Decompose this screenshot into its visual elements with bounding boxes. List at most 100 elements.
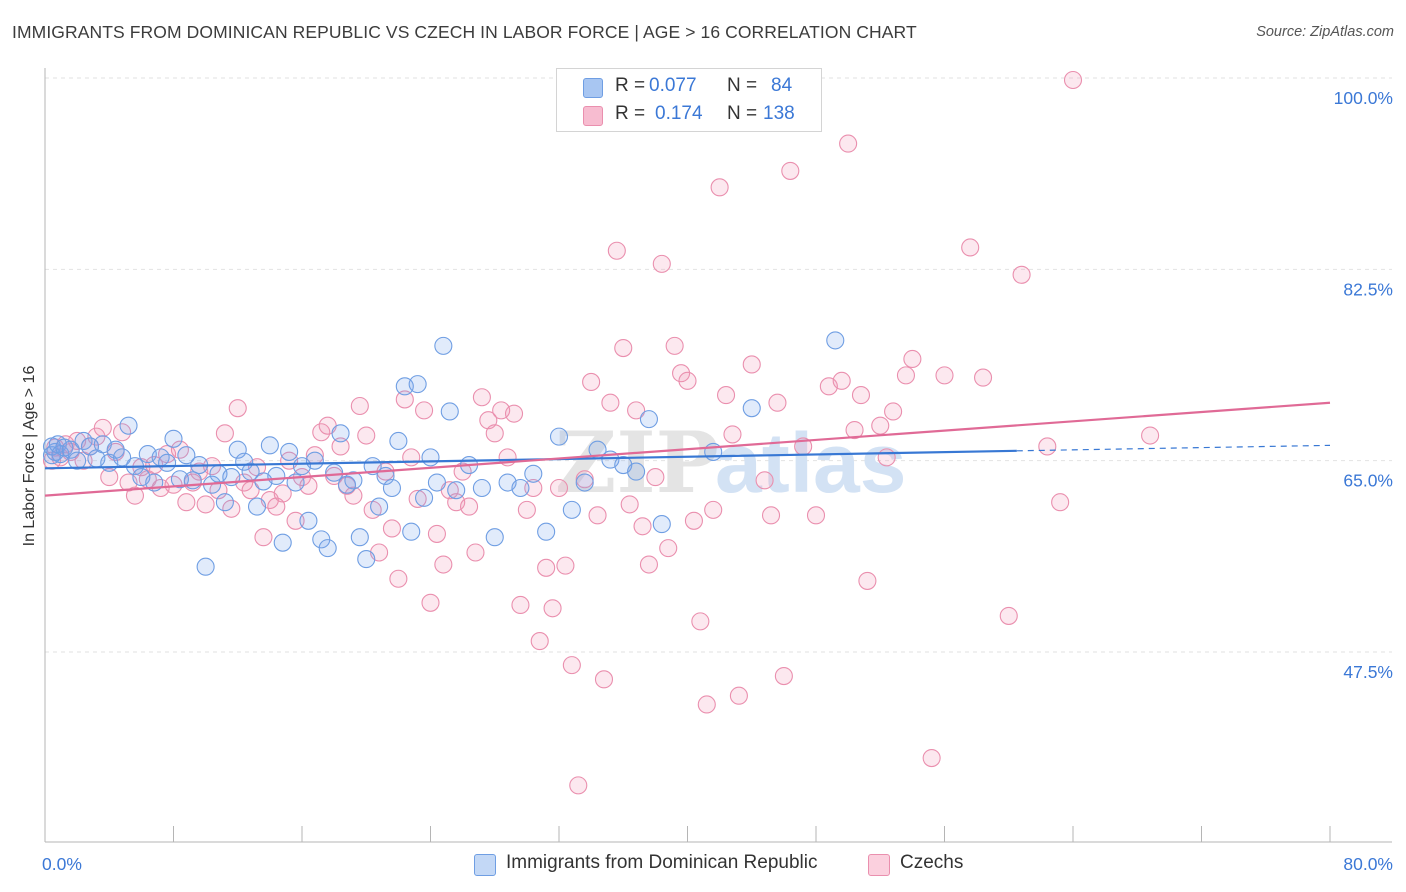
point-czechs xyxy=(839,134,858,153)
point-czechs xyxy=(434,555,453,574)
point-dominican xyxy=(427,473,446,492)
y-tick-label: 100.0% xyxy=(1334,88,1393,108)
watermark-zip: ZIP xyxy=(555,413,719,512)
point-czechs xyxy=(395,390,414,409)
point-czechs xyxy=(851,386,871,405)
point-czechs xyxy=(215,424,234,443)
point-czechs xyxy=(331,437,350,456)
point-dominican xyxy=(177,446,196,465)
point-czechs xyxy=(549,478,569,498)
point-czechs xyxy=(646,468,665,487)
point-dominican xyxy=(318,539,337,558)
point-czechs xyxy=(485,424,504,443)
point-czechs xyxy=(723,425,742,444)
legend-n-value: 84 xyxy=(771,75,793,96)
point-czechs xyxy=(633,517,652,536)
data-points xyxy=(42,70,1160,795)
point-dominican xyxy=(370,497,389,516)
point-czechs xyxy=(543,599,562,618)
point-czechs xyxy=(113,423,132,442)
legend-swatch-dominican xyxy=(583,78,603,98)
point-dominican xyxy=(389,431,408,451)
point-czechs xyxy=(896,366,916,385)
point-czechs xyxy=(582,372,601,391)
point-czechs xyxy=(286,511,305,530)
point-czechs xyxy=(742,355,761,374)
point-dominican xyxy=(260,436,279,455)
point-czechs xyxy=(1051,493,1070,512)
legend-swatch-dominican xyxy=(474,854,496,876)
point-czechs xyxy=(228,399,247,418)
point-czechs xyxy=(684,511,703,530)
point-dominican xyxy=(408,375,427,394)
legend-swatch-czechs xyxy=(583,106,603,126)
x-tick-label: 80.0% xyxy=(1343,854,1393,874)
point-czechs xyxy=(601,393,620,412)
point-czechs xyxy=(357,426,376,445)
point-czechs xyxy=(588,506,607,525)
point-czechs xyxy=(222,499,241,518)
point-czechs xyxy=(639,555,659,574)
point-dominican xyxy=(511,478,530,498)
point-czechs xyxy=(1038,437,1057,456)
point-czechs xyxy=(659,539,678,558)
point-dominican xyxy=(639,410,659,429)
point-czechs xyxy=(678,371,697,390)
point-dominican xyxy=(299,511,318,530)
point-dominican xyxy=(344,471,363,490)
point-czechs xyxy=(312,423,331,442)
point-dominican xyxy=(826,331,845,350)
point-czechs xyxy=(466,543,485,562)
legend-n-label: N = xyxy=(727,75,758,96)
point-czechs xyxy=(93,418,112,437)
point-dominican xyxy=(485,528,504,547)
legend-n-value: 138 xyxy=(763,103,795,124)
x-tick-label: 0.0% xyxy=(42,854,82,874)
point-czechs xyxy=(877,448,896,467)
point-dominican xyxy=(652,515,671,534)
point-czechs xyxy=(382,519,402,538)
point-dominican xyxy=(331,424,350,443)
point-czechs xyxy=(517,500,536,519)
point-czechs xyxy=(710,178,729,197)
point-dominican xyxy=(325,463,344,482)
legend-r-label: R = xyxy=(615,103,646,124)
point-dominican xyxy=(447,481,466,500)
trend-line-czechs xyxy=(44,401,1331,497)
point-dominican xyxy=(215,493,234,512)
point-czechs xyxy=(177,493,196,512)
point-dominican xyxy=(742,399,761,418)
point-czechs xyxy=(537,558,556,577)
point-czechs xyxy=(453,462,472,481)
point-dominican xyxy=(350,528,369,547)
point-czechs xyxy=(569,776,588,795)
point-czechs xyxy=(402,448,421,467)
point-dominican xyxy=(170,470,189,489)
point-dominican xyxy=(382,478,402,498)
point-dominican xyxy=(440,402,459,421)
point-dominican xyxy=(549,427,569,446)
point-dominican xyxy=(627,462,646,481)
point-czechs xyxy=(755,471,774,490)
point-czechs xyxy=(556,556,575,575)
point-czechs xyxy=(672,364,691,383)
correlation-legend: R = 0.077 N = 84 R = 0.174 N = 138 xyxy=(556,68,822,132)
point-dominican xyxy=(524,464,543,483)
point-dominican xyxy=(273,533,292,552)
point-czechs xyxy=(884,402,903,421)
point-czechs xyxy=(716,386,736,405)
trend-line-dominican-extension xyxy=(1016,444,1331,452)
legend-n-label: N = xyxy=(727,103,758,124)
point-czechs xyxy=(421,593,440,612)
point-dominican xyxy=(61,440,80,459)
point-czechs xyxy=(415,401,434,420)
legend-r-value: 0.174 xyxy=(655,103,703,124)
point-dominican xyxy=(196,557,215,576)
point-dominican xyxy=(158,453,177,472)
point-dominican xyxy=(562,500,581,519)
point-czechs xyxy=(620,495,639,514)
chart-title: IMMIGRANTS FROM DOMINICAN REPUBLIC VS CZ… xyxy=(12,22,917,42)
point-czechs xyxy=(774,667,793,686)
point-czechs xyxy=(511,595,530,615)
